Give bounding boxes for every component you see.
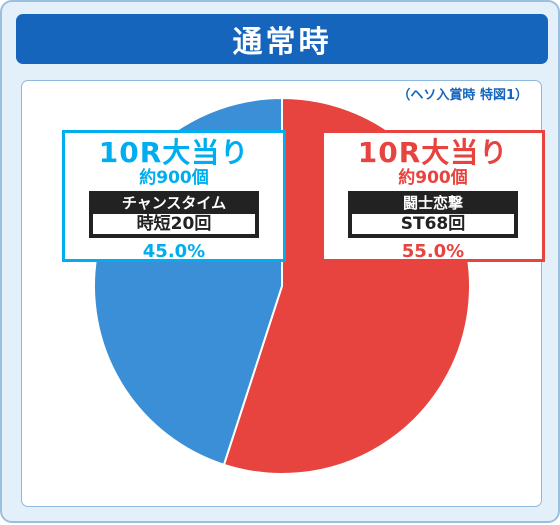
label-right-percent: 55.0%	[401, 241, 465, 262]
label-left-box: チャンスタイム 時短20回	[89, 191, 259, 238]
chart-note: （ヘソ入賞時 特図1）	[397, 88, 528, 103]
label-left-box-value: 時短20回	[93, 214, 255, 234]
label-left-box-head: チャンスタイム	[121, 194, 227, 212]
label-left: 10R大当り 約900個 チャンスタイム 時短20回 45.0%	[62, 130, 286, 262]
label-left-title: 10R大当り	[98, 136, 250, 169]
label-right: 10R大当り 約900個 闘士恋撃 ST68回 55.0%	[321, 130, 545, 262]
page-title: 通常時	[16, 14, 548, 64]
label-right-title: 10R大当り	[357, 136, 509, 169]
label-left-percent: 45.0%	[142, 241, 206, 262]
label-right-box: 闘士恋撃 ST68回	[348, 191, 518, 238]
label-right-box-value: ST68回	[352, 214, 514, 234]
label-right-box-head: 闘士恋撃	[402, 194, 463, 212]
label-right-sub: 約900個	[398, 168, 468, 188]
label-left-sub: 約900個	[139, 168, 209, 188]
